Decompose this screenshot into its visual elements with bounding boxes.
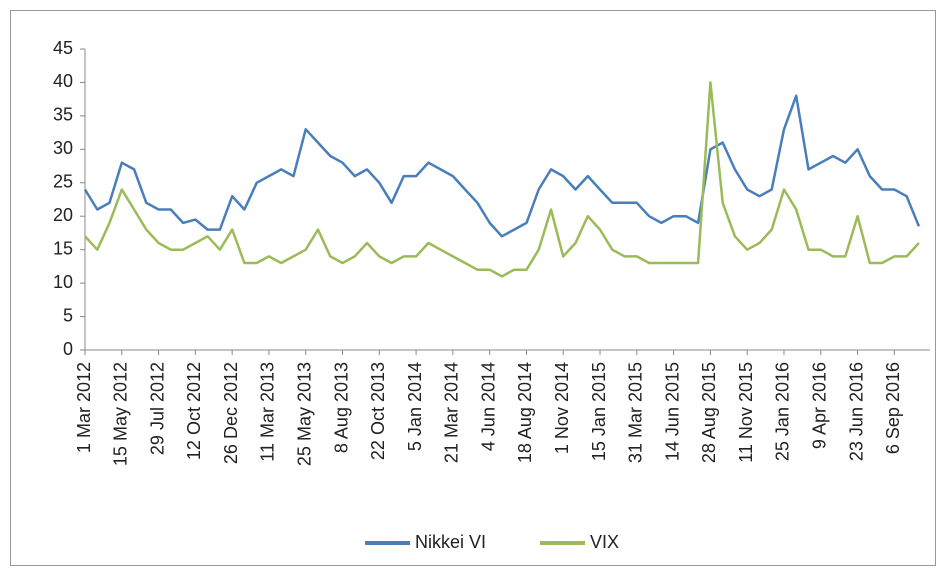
y-tick-label: 35 xyxy=(53,105,73,125)
x-tick-label: 11 Mar 2013 xyxy=(258,362,278,462)
x-tick-label: 18 Aug 2014 xyxy=(515,362,535,463)
x-tick-label: 5 Jan 2014 xyxy=(405,362,425,451)
x-tick-label: 11 Nov 2015 xyxy=(736,362,756,463)
x-tick-label: 1 Mar 2012 xyxy=(74,362,94,453)
x-tick-label: 31 Mar 2015 xyxy=(626,362,646,463)
y-tick-label: 10 xyxy=(53,272,73,292)
y-tick-label: 0 xyxy=(63,339,73,359)
y-tick-label: 15 xyxy=(53,238,73,258)
chart-frame xyxy=(10,10,936,566)
x-tick-label: 15 May 2012 xyxy=(111,362,131,466)
legend-label: VIX xyxy=(590,532,619,552)
series-line xyxy=(83,94,921,238)
x-tick-label: 9 Apr 2016 xyxy=(810,362,830,449)
y-tick-label: 20 xyxy=(53,205,73,225)
x-tick-label: 25 May 2013 xyxy=(294,362,314,466)
y-tick-label: 30 xyxy=(53,138,73,158)
y-tick-label: 5 xyxy=(63,305,73,325)
x-tick-label: 28 Aug 2015 xyxy=(699,362,719,463)
x-tick-label: 15 Jan 2015 xyxy=(589,362,609,461)
x-tick-label: 29 Jul 2012 xyxy=(147,362,167,455)
x-tick-label: 14 Jun 2015 xyxy=(662,362,682,461)
x-tick-label: 12 Oct 2012 xyxy=(184,362,204,460)
x-tick-label: 6 Sep 2016 xyxy=(883,362,903,454)
legend-label: Nikkei VI xyxy=(415,532,486,552)
x-tick-label: 22 Oct 2013 xyxy=(368,362,388,460)
x-tick-label: 26 Dec 2012 xyxy=(221,362,241,464)
x-tick-label: 23 Jun 2016 xyxy=(846,362,866,461)
y-tick-label: 40 xyxy=(53,71,73,91)
y-tick-label: 25 xyxy=(53,172,73,192)
x-tick-label: 1 Nov 2014 xyxy=(552,362,572,454)
x-tick-label: 8 Aug 2013 xyxy=(331,362,351,453)
x-tick-label: 4 Jun 2014 xyxy=(478,362,498,451)
series-line xyxy=(84,81,920,278)
x-tick-label: 25 Jan 2016 xyxy=(773,362,793,461)
y-tick-label: 45 xyxy=(53,38,73,58)
x-tick-label: 21 Mar 2014 xyxy=(442,362,462,463)
